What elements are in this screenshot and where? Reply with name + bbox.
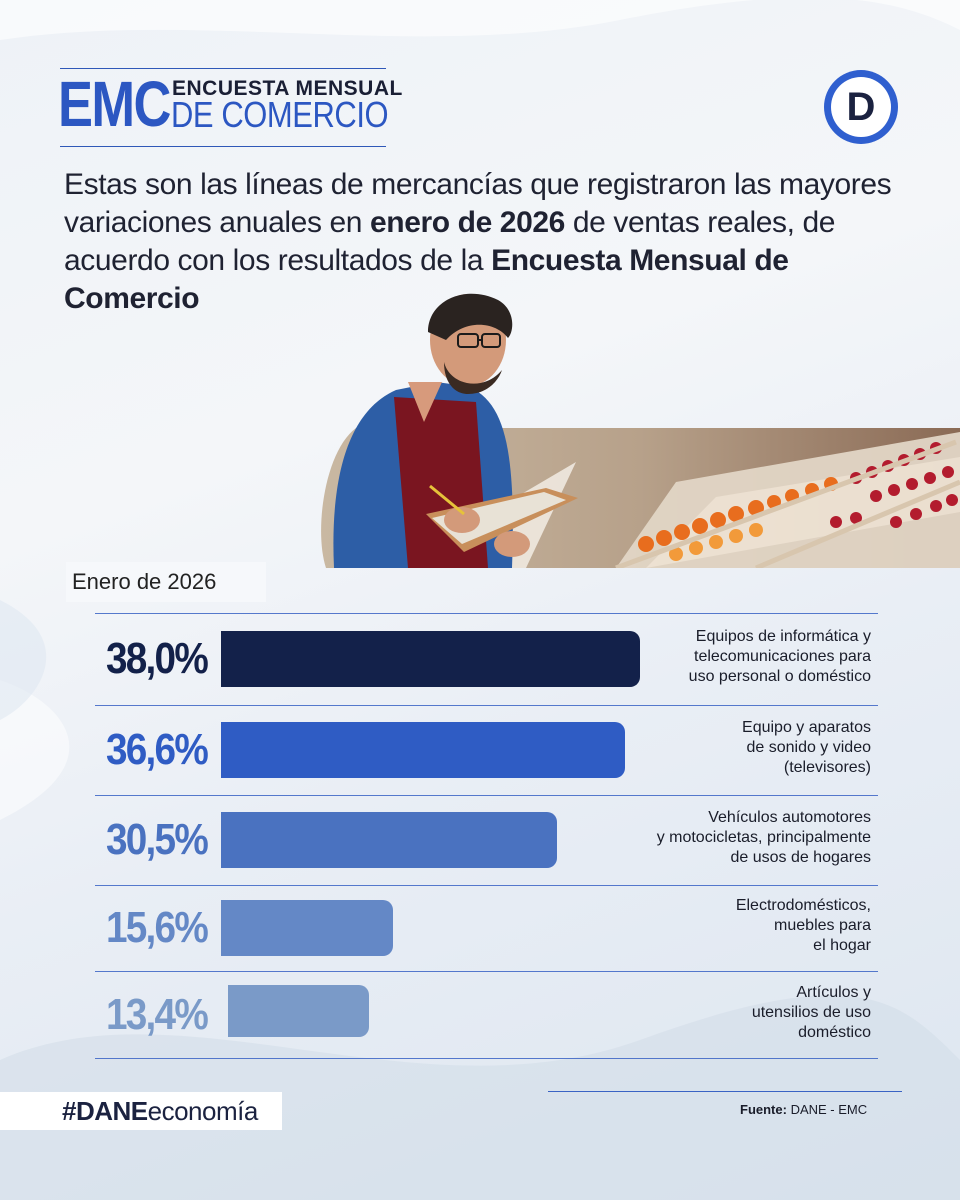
category-label-1: Equipos de informática y telecomunicacion… [581,627,871,687]
bar-4 [221,900,393,956]
category-label-5: Artículos y utensilios de uso doméstico [581,983,871,1043]
source-label: Fuente: [740,1102,787,1117]
bar-3 [221,812,557,868]
header-rule-bottom [60,146,386,147]
bar-value-label-2: 36,6% [106,725,209,774]
bar-2 [221,722,625,778]
bar-value-label-3: 30,5% [106,815,209,864]
category-label-3-line-3: de usos de hogares [730,849,871,866]
category-label-3: Vehículos automotores y motocicletas, pri… [581,808,871,868]
hashtag-rest: economía [147,1096,259,1126]
chart-divider-3 [95,885,878,886]
header-rule-top [60,68,386,69]
source-rule [548,1091,902,1092]
category-label-2-line-2: de sonido y video [746,739,871,756]
intro-bold-1: enero de 2026 [370,206,565,239]
intro-text: Estas son las líneas de mercancías que r… [64,166,904,318]
category-label-4: Electrodomésticos, muebles para el hogar [581,896,871,956]
category-label-1-line-1: Equipos de informática y [695,628,871,645]
chart-divider-5 [95,1058,878,1059]
category-label-2: Equipo y aparatos de sonido y video (telev… [581,718,871,778]
category-label-5-line-1: Artículos y [796,983,871,1001]
intro-part-1: Estas son las líneas de mercancías que r… [64,168,892,239]
emc-logo-subtitle-1: ENCUESTA MENSUAL [172,77,403,100]
category-label-5-line-3: doméstico [798,1023,871,1041]
hashtag-badge: #DANEeconomía [0,1092,282,1130]
category-label-1-line-2: telecomunicaciones para [694,648,871,665]
shopkeeper-photo [321,293,960,568]
category-label-5-line-2: utensilios de uso [751,1003,871,1021]
intro-part-2: de ventas reales, de acuerdo con los res… [64,206,836,277]
bar-5 [228,984,369,1037]
period-tag: Enero de 2026 [66,562,266,602]
category-label-3-line-1: Vehículos automotores [708,809,871,826]
chart-divider-0 [95,613,878,614]
category-label-4-line-1: Electrodomésticos, [735,897,871,914]
brand-logo-letter: D [831,77,891,137]
source-note: Fuente: DANE - EMC [740,1102,867,1117]
bar-value-label-4: 15,6% [106,903,209,952]
bar-value-label-1: 38,0% [106,634,209,683]
category-label-2-line-3: (televisores) [783,759,871,776]
intro-bold-2: Encuesta Mensual de Comercio [64,244,789,315]
category-label-2-line-1: Equipo y aparatos [742,719,871,736]
category-label-1-line-3: uso personal o doméstico [688,668,871,685]
category-label-4-line-3: el hogar [813,937,871,954]
chart-divider-4 [95,971,878,972]
chart-divider-2 [95,795,878,796]
hashtag-bold: #DANE [62,1096,148,1126]
chart-divider-1 [95,705,878,706]
bar-value-label-5: 13,4% [106,989,209,1039]
emc-logo-subtitle-2: DE COMERCIO [171,94,389,135]
category-label-4-line-2: muebles para [774,917,871,934]
emc-logo-text: EMC [58,68,171,140]
source-value: DANE - EMC [786,1102,868,1117]
category-label-3-line-2: y motocicletas, principalmente [656,829,871,846]
brand-logo-icon: D [824,70,898,144]
bar-1 [221,631,640,687]
